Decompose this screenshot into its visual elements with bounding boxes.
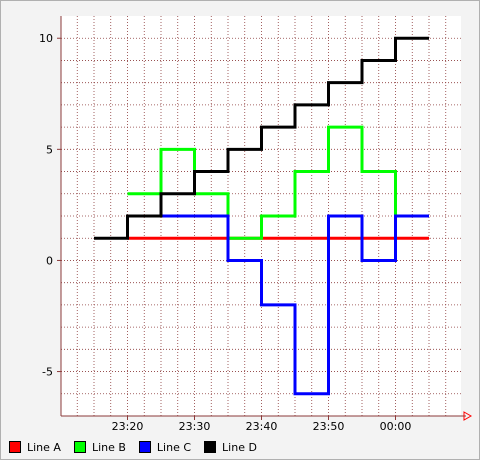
legend-item-line-a: Line A: [9, 441, 61, 454]
y-tick-label: 5: [46, 143, 53, 156]
legend-label: Line B: [91, 440, 126, 454]
x-axis-arrow: [463, 411, 473, 421]
legend: Line A Line B Line C Line D: [9, 439, 270, 455]
legend-item-line-c: Line C: [138, 440, 192, 454]
y-tick-label: 0: [46, 254, 53, 267]
series-line-line-b: [127, 125, 429, 240]
legend-swatch: [9, 441, 21, 453]
legend-item-line-d: Line D: [204, 441, 257, 454]
legend-label: Line A: [27, 440, 61, 454]
legend-item-line-b: Line B: [73, 440, 126, 454]
chart-plot: -5 0 5 10 23:20 23:30 23:40 23:50 00:00: [39, 16, 473, 433]
series-line-line-c: [127, 214, 429, 396]
y-tick-label: -5: [42, 366, 53, 379]
legend-label: Line D: [222, 440, 257, 454]
series-line-line-d: [94, 36, 429, 240]
legend-label: Line C: [156, 440, 192, 454]
legend-swatch: [73, 441, 86, 453]
x-tick-label: 00:00: [380, 420, 412, 433]
x-tick-label: 23:20: [112, 420, 144, 433]
x-tick-label: 23:30: [179, 420, 211, 433]
x-tick-label: 23:40: [246, 420, 278, 433]
legend-swatch: [204, 441, 217, 453]
x-tick-label: 23:50: [313, 420, 345, 433]
legend-swatch: [138, 441, 151, 453]
y-tick-label: 10: [39, 32, 53, 45]
